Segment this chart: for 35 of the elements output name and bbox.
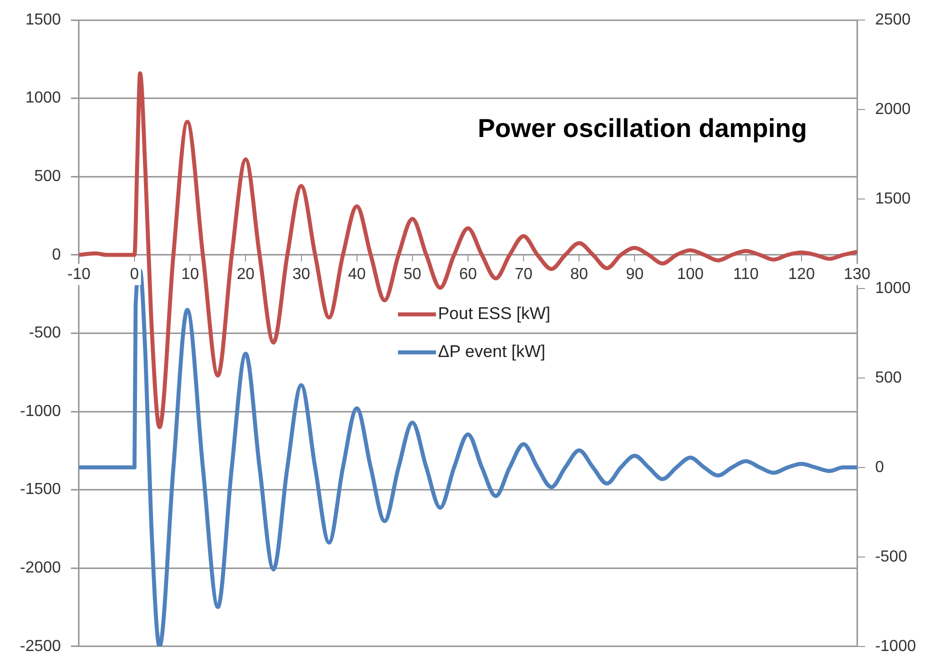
legend-label: ΔP event [kW]: [438, 342, 546, 362]
x-tick-label: 20: [236, 266, 255, 283]
y-tick-label: -1000: [20, 402, 62, 420]
y2-tick-label: 500: [875, 369, 902, 386]
x-tick-label: 0: [130, 266, 140, 283]
x-tick-label: 90: [626, 266, 644, 283]
x-tick-label: 70: [514, 266, 533, 283]
x-tick-label: 10: [181, 266, 200, 283]
text: Power oscillation damping: [478, 113, 808, 144]
y2-tick-label: 1500: [875, 190, 911, 208]
y2-tick-label: 2500: [875, 11, 911, 28]
y2-tick-label: 2000: [875, 100, 911, 118]
x-tick-label: 100: [676, 266, 704, 283]
x-tick-label: 80: [570, 266, 588, 283]
y-tick-label: -500: [28, 324, 62, 342]
x-tick-label: -10: [67, 266, 91, 283]
x-tick-label: 30: [292, 266, 310, 283]
y-tick-label: -1500: [20, 481, 62, 498]
x-tick-label: 110: [733, 266, 759, 283]
x-tick-label: 120: [788, 266, 815, 283]
y-tick-label: -2500: [20, 638, 62, 655]
y2-tick-label: -1000: [875, 638, 916, 655]
y-tick-label: -2000: [20, 560, 62, 577]
y2-tick-label: 0: [875, 458, 884, 476]
x-tick-label: 60: [459, 266, 477, 283]
y-tick-label: 500: [34, 168, 62, 186]
x-tick-label: 50: [404, 266, 422, 283]
y2-tick-label: 1000: [875, 280, 911, 297]
y-tick-label: 1500: [25, 11, 62, 28]
y2-tick-label: -500: [875, 548, 908, 566]
y-tick-label: 1000: [25, 90, 62, 107]
legend-label: Pout ESS [kW]: [438, 304, 550, 324]
x-tick-label: 130: [844, 266, 871, 283]
x-tick-label: 40: [348, 266, 366, 283]
y-tick-label: 0: [52, 246, 62, 264]
